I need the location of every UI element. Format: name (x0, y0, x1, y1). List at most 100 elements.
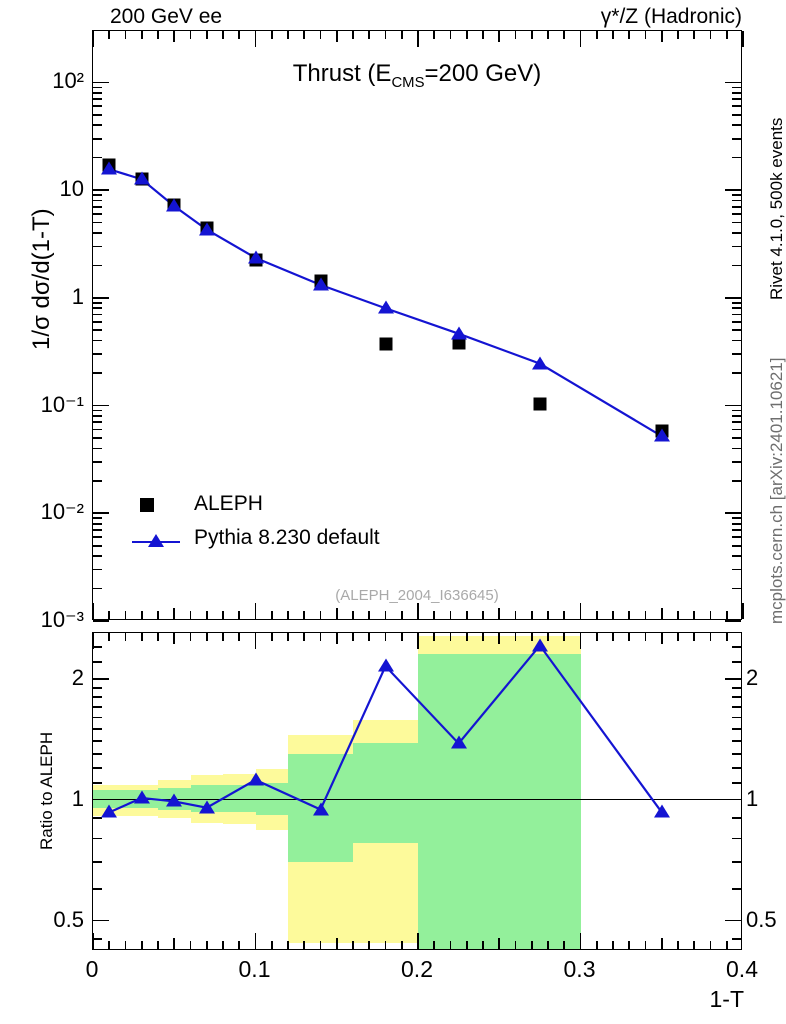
y-major-tick (93, 189, 109, 191)
ratio-x-bottom-tick (189, 941, 192, 949)
ratio-y-minor-tick (93, 661, 102, 663)
x-bottom-tick (579, 603, 582, 619)
x-bottom-tick (173, 608, 176, 619)
x-top-tick (368, 31, 371, 39)
header-left-label: 200 GeV ee (110, 5, 223, 28)
ratio-x-bottom-tick (563, 941, 566, 949)
ratio-y-minor-tick (93, 646, 102, 648)
x-bottom-tick (368, 611, 371, 619)
ratio-point-pythia (133, 790, 150, 804)
ratio-x-top-tick (547, 633, 549, 641)
mc-curve-ratio (108, 643, 663, 814)
x-tick-label: 0 (85, 956, 99, 982)
ratio-y-minor-tick (93, 740, 102, 742)
y-minor-tick (93, 199, 102, 202)
y-minor-tick (93, 529, 102, 531)
x-top-tick (205, 31, 208, 39)
y-minor-tick (93, 98, 102, 100)
y-minor-tick (93, 221, 102, 224)
ratio-y-tick-label-right: 1 (746, 785, 759, 811)
y-minor-tick (732, 544, 741, 547)
ratio-x-bottom-tick (205, 941, 208, 949)
x-top-tick (417, 31, 419, 47)
y-minor-tick (732, 313, 741, 316)
x-bottom-tick (124, 611, 127, 619)
x-tick-label: 0.2 (401, 956, 433, 982)
ratio-x-top-tick (644, 633, 647, 641)
data-point-pythia (450, 326, 467, 340)
y-minor-tick (93, 568, 102, 571)
ratio-x-bottom-tick (173, 938, 176, 949)
main-y-tick-label: 1 (71, 283, 84, 309)
ratio-y-minor-tick (93, 938, 102, 940)
y-minor-tick (732, 320, 741, 323)
y-minor-tick (732, 461, 741, 463)
ratio-y-minor-tick (732, 728, 741, 730)
ratio-x-bottom-tick (498, 938, 501, 949)
ratio-x-top-tick (595, 633, 598, 641)
ratio-x-top-tick (400, 633, 403, 641)
x-top-tick (384, 31, 387, 39)
main-y-axis-label: 1/σ dσ/d(1-T) (28, 208, 55, 350)
data-point-pythia (247, 250, 264, 264)
x-top-tick (173, 31, 176, 42)
y-minor-tick (93, 421, 102, 424)
ratio-x-top-tick (287, 633, 289, 641)
y-minor-tick (93, 86, 102, 89)
x-bottom-tick (287, 611, 289, 619)
y-minor-tick (732, 199, 741, 202)
ratio-y-minor-tick (732, 740, 741, 742)
ratio-x-top-tick (514, 633, 517, 641)
mcplots-source-caption: mcplots.cern.ch [arXiv:2401.10621] (767, 357, 786, 624)
x-bottom-tick (628, 611, 631, 619)
x-bottom-tick (660, 608, 663, 619)
y-minor-tick (732, 555, 741, 557)
x-bottom-tick (498, 608, 501, 619)
ratio-x-bottom-tick (352, 941, 354, 949)
x-bottom-tick (92, 603, 94, 619)
ratio-x-bottom-tick (157, 941, 159, 949)
ratio-x-top-tick (335, 633, 338, 644)
y-minor-tick (732, 105, 741, 108)
x-bottom-tick (482, 611, 484, 619)
data-point-pythia (531, 356, 548, 370)
ratio-x-bottom-tick (222, 941, 224, 949)
x-bottom-tick (238, 611, 241, 619)
ratio-x-bottom-tick (93, 933, 94, 949)
main-y-tick-label: 10⁻³ (40, 607, 84, 632)
ratio-x-top-tick (498, 633, 501, 644)
y-minor-tick (93, 517, 102, 519)
ratio-x-top-tick (725, 633, 728, 641)
x-bottom-tick (547, 611, 549, 619)
x-top-tick (725, 31, 728, 39)
data-point-aleph (533, 397, 547, 411)
ratio-x-top-tick (270, 633, 273, 641)
data-point-pythia (653, 428, 670, 442)
x-bottom-tick (270, 611, 273, 619)
data-point-pythia (166, 198, 183, 212)
x-top-tick (449, 31, 452, 39)
ratio-point-pythia (450, 735, 467, 749)
data-point-pythia (377, 300, 394, 314)
x-bottom-tick (140, 611, 143, 619)
y-minor-tick (93, 329, 102, 332)
ratio-x-bottom-tick (384, 941, 387, 949)
ratio-x-top-tick (173, 633, 176, 644)
x-top-tick (644, 31, 647, 39)
x-top-tick (465, 31, 468, 39)
y-minor-tick (93, 353, 102, 355)
x-top-tick (433, 31, 436, 39)
ratio-x-top-tick (417, 633, 419, 649)
y-major-tick (93, 81, 109, 84)
x-axis-label: 1-T (709, 986, 745, 1012)
x-bottom-tick (433, 611, 436, 619)
x-top-tick (498, 31, 501, 42)
x-bottom-tick (514, 611, 517, 619)
ratio-x-bottom-tick (595, 941, 598, 949)
ratio-x-bottom-tick (254, 933, 257, 949)
rivet-version-caption: Rivet 4.1.0, 500k events (767, 117, 786, 300)
x-tick-label: 0.1 (238, 956, 271, 982)
ratio-y-minor-tick (732, 677, 741, 680)
y-minor-tick (732, 213, 741, 215)
y-minor-tick (732, 522, 741, 525)
